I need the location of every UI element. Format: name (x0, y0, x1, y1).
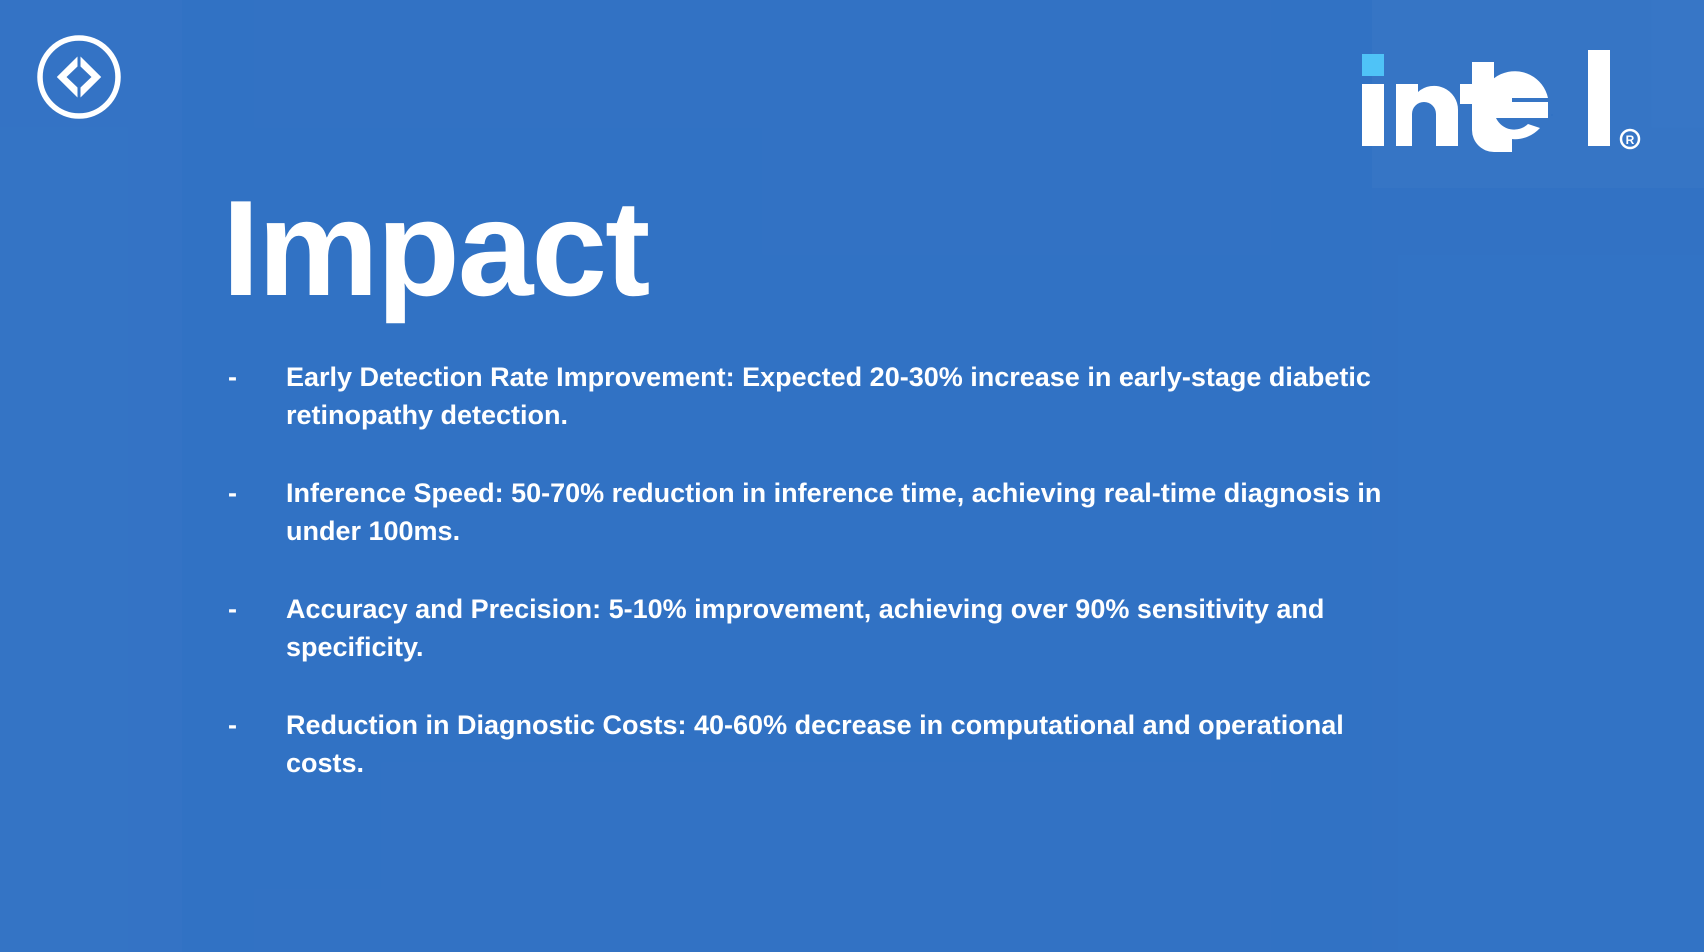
code-chevrons-in-circle-icon (34, 32, 124, 122)
bullet-text: Accuracy and Precision: 5-10% improvemen… (286, 594, 1325, 662)
bullet-marker: - (228, 362, 237, 392)
bullet-text: Early Detection Rate Improvement: Expect… (286, 362, 1371, 430)
list-item: - Reduction in Diagnostic Costs: 40-60% … (228, 706, 1428, 782)
intel-logo: R (1356, 40, 1656, 152)
background-band-left (0, 0, 182, 952)
list-item: - Inference Speed: 50-70% reduction in i… (228, 474, 1428, 550)
page-title: Impact (222, 172, 650, 324)
svg-text:R: R (1626, 133, 1635, 147)
bullet-marker: - (228, 594, 237, 624)
bullet-text: Inference Speed: 50-70% reduction in inf… (286, 478, 1382, 546)
list-item: - Accuracy and Precision: 5-10% improvem… (228, 590, 1428, 666)
intel-logo-dot (1362, 54, 1384, 76)
bullet-text: Reduction in Diagnostic Costs: 40-60% de… (286, 710, 1344, 778)
list-item: - Early Detection Rate Improvement: Expe… (228, 358, 1428, 434)
impact-bullet-list: - Early Detection Rate Improvement: Expe… (228, 358, 1428, 782)
bullet-marker: - (228, 478, 237, 508)
bullet-marker: - (228, 710, 237, 740)
